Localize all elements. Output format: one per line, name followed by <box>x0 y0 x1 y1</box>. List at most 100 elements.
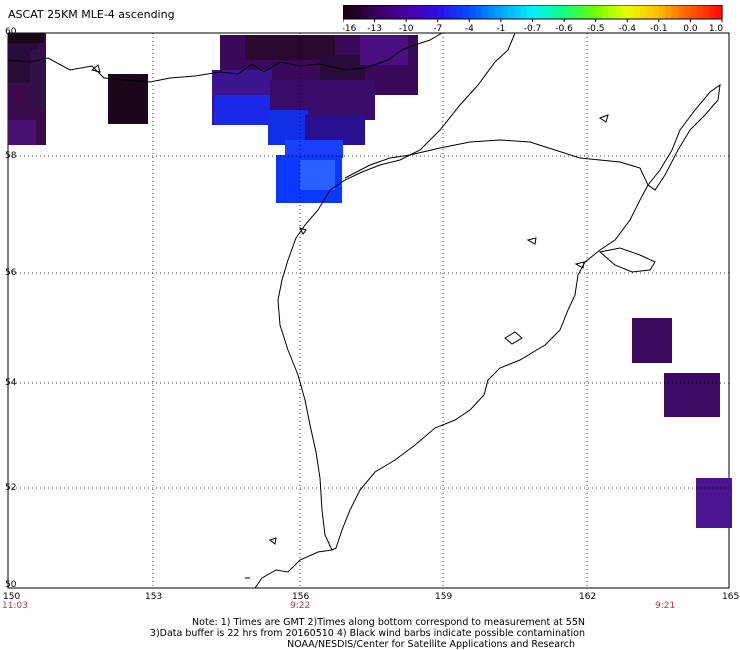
colorbar-swatch <box>601 5 609 19</box>
colorbar-swatch <box>620 5 628 19</box>
colorbar-swatch <box>608 5 616 19</box>
note-line-1: Note: 1) Times are GMT 2)Times along bot… <box>192 617 585 628</box>
time-label-1: 11:03 <box>2 601 28 611</box>
colorbar-swatch <box>557 5 565 19</box>
colorbar-swatch <box>639 5 647 19</box>
lat-label-60: 60 <box>5 27 17 37</box>
colorbar-swatch <box>715 5 723 19</box>
colorbar-swatch <box>595 5 603 19</box>
colorbar: -16 -13 -10 -7 -4 -1 -0.7 -0.6 -0.5 -0.4 -0.1 0.0 1.… <box>343 5 723 34</box>
lat-label-58: 58 <box>5 151 17 161</box>
lat-label-52: 52 <box>5 483 17 493</box>
colorbar-label: -0.4 <box>618 24 636 34</box>
colorbar-swatch <box>418 5 426 19</box>
colorbar-swatch <box>368 5 376 19</box>
coastline <box>7 32 721 589</box>
colorbar-swatch <box>709 5 717 19</box>
note-line-3: NOAA/NESDIS/Center for Satellite Applica… <box>287 639 575 650</box>
colorbar-swatch <box>456 5 464 19</box>
colorbar-label: -16 <box>343 24 357 34</box>
colorbar-swatches <box>343 5 723 19</box>
colorbar-label: -0.1 <box>650 24 668 34</box>
colorbar-swatch <box>570 5 578 19</box>
lon-label-162: 162 <box>579 592 597 602</box>
lon-label-150: 150 <box>3 592 21 602</box>
colorbar-swatch <box>576 5 584 19</box>
colorbar-swatch <box>355 5 363 19</box>
colorbar-swatch <box>343 5 350 19</box>
colorbar-swatch <box>399 5 407 19</box>
colorbar-swatch <box>481 5 489 19</box>
colorbar-swatch <box>513 5 521 19</box>
colorbar-swatch <box>425 5 433 19</box>
colorbar-label: -1 <box>496 24 505 34</box>
swath-small-dark <box>108 74 148 124</box>
colorbar-swatch <box>387 5 395 19</box>
colorbar-swatch <box>684 5 692 19</box>
colorbar-swatch <box>545 5 553 19</box>
time-label-3: 9:21 <box>655 601 676 611</box>
colorbar-swatch <box>658 5 666 19</box>
colorbar-swatch <box>703 5 710 19</box>
colorbar-swatch <box>469 5 477 19</box>
lon-label-153: 153 <box>145 592 163 602</box>
colorbar-swatch <box>475 5 483 19</box>
colorbar-swatch <box>349 5 357 19</box>
colorbar-swatch <box>488 5 496 19</box>
colorbar-swatch <box>627 5 635 19</box>
lon-label-159: 159 <box>435 592 453 602</box>
lon-label-156: 156 <box>292 592 310 602</box>
colorbar-swatch <box>633 5 641 19</box>
colorbar-swatch <box>538 5 546 19</box>
lon-label-165: 165 <box>722 592 740 602</box>
colorbar-label: -4 <box>465 24 474 34</box>
colorbar-swatch <box>412 5 420 19</box>
colorbar-label: -0.5 <box>587 24 605 34</box>
colorbar-swatch <box>665 5 673 19</box>
colorbar-swatch <box>526 5 534 19</box>
colorbar-swatch <box>494 5 502 19</box>
colorbar-swatch <box>589 5 597 19</box>
swath-west <box>8 33 46 145</box>
swath-east <box>632 318 732 528</box>
colorbar-swatch <box>551 5 559 19</box>
colorbar-label: 0.0 <box>683 24 698 34</box>
map-title: ASCAT 25KM MLE-4 ascending <box>8 8 175 21</box>
colorbar-swatch <box>519 5 527 19</box>
colorbar-swatch <box>450 5 458 19</box>
colorbar-label: 1.0 <box>709 24 723 34</box>
lat-label-54: 54 <box>5 378 17 388</box>
colorbar-label: -7 <box>433 24 442 34</box>
colorbar-swatch <box>463 5 470 19</box>
colorbar-swatch <box>393 5 401 19</box>
colorbar-swatch <box>614 5 622 19</box>
colorbar-swatch <box>507 5 515 19</box>
colorbar-swatch <box>374 5 382 19</box>
colorbar-label: -0.6 <box>555 24 573 34</box>
colorbar-swatch <box>532 5 540 19</box>
colorbar-swatch <box>444 5 451 19</box>
colorbar-swatch <box>431 5 439 19</box>
colorbar-swatch <box>583 5 590 19</box>
swath-center <box>212 35 418 203</box>
colorbar-labels: -16 -13 -10 -7 -4 -1 -0.7 -0.6 -0.5 -0.4 -0.1 0.0 1.… <box>343 19 723 34</box>
colorbar-swatch <box>696 5 704 19</box>
lat-label-56: 56 <box>5 268 17 278</box>
colorbar-swatch <box>652 5 660 19</box>
colorbar-swatch <box>671 5 679 19</box>
colorbar-label: -10 <box>399 24 414 34</box>
colorbar-swatch <box>646 5 654 19</box>
lat-label-50: 50 <box>5 580 17 590</box>
colorbar-label: -13 <box>367 24 382 34</box>
plot-frame <box>7 32 730 589</box>
colorbar-swatch <box>500 5 508 19</box>
colorbar-swatch <box>437 5 445 19</box>
time-label-2: 9:22 <box>290 601 311 611</box>
colorbar-swatch <box>690 5 698 19</box>
colorbar-swatch <box>677 5 685 19</box>
colorbar-label: -0.7 <box>524 24 542 34</box>
colorbar-swatch <box>406 5 414 19</box>
colorbar-swatch <box>564 5 571 19</box>
note-line-2: 3)Data buffer is 22 hrs from 20160510 4)… <box>149 628 585 639</box>
